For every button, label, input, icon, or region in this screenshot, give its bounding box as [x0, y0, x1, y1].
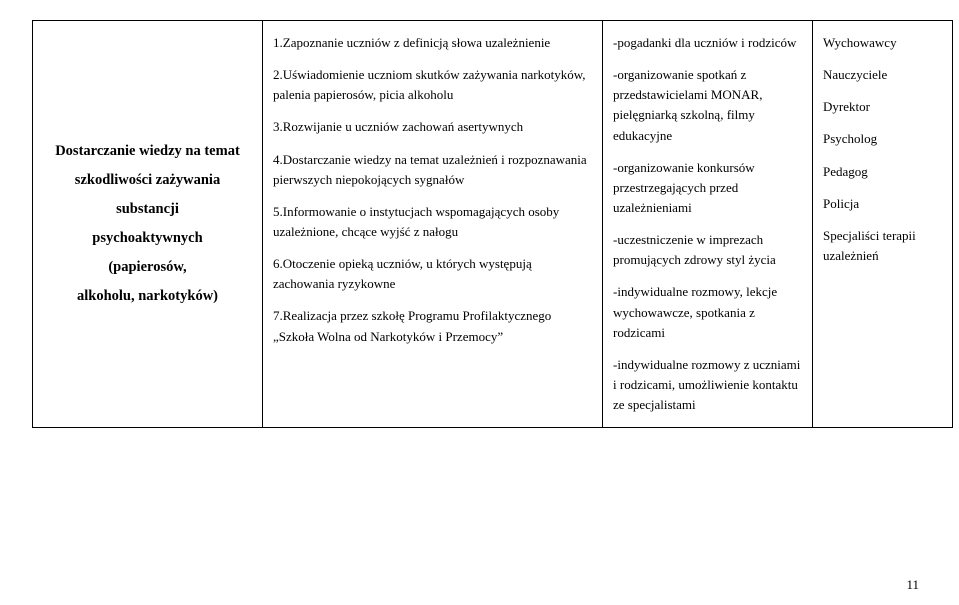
activity-item: 2.Uświadomienie uczniom skutków zażywani… — [273, 65, 592, 105]
page-number: 11 — [906, 577, 919, 593]
title-line: substancji — [43, 195, 252, 224]
activity-item: 6.Otoczenie opieką uczniów, u których wy… — [273, 254, 592, 294]
method-item: -pogadanki dla uczniów i rodziców — [613, 33, 802, 53]
responsible-item: Wychowawcy — [823, 33, 942, 53]
responsible-item: Policja — [823, 194, 942, 214]
responsible-cell: Wychowawcy Nauczyciele Dyrektor Psycholo… — [813, 21, 953, 428]
method-item: -indywidualne rozmowy z uczniami i rodzi… — [613, 355, 802, 415]
activities-cell: 1.Zapoznanie uczniów z definicją słowa u… — [263, 21, 603, 428]
title-line: psychoaktywnych — [43, 224, 252, 253]
table-row: Dostarczanie wiedzy na temat szkodliwośc… — [33, 21, 953, 428]
responsible-item: Specjaliści terapii uzależnień — [823, 226, 942, 266]
method-item: -organizowanie konkursów przestrzegający… — [613, 158, 802, 218]
title-line: Dostarczanie wiedzy na temat — [43, 137, 252, 166]
content-table: Dostarczanie wiedzy na temat szkodliwośc… — [32, 20, 953, 428]
activity-item: 5.Informowanie o instytucjach wspomagają… — [273, 202, 592, 242]
title-line: szkodliwości zażywania — [43, 166, 252, 195]
activity-item: 3.Rozwijanie u uczniów zachowań asertywn… — [273, 117, 592, 137]
title-line: (papierosów, — [43, 253, 252, 282]
row-title-cell: Dostarczanie wiedzy na temat szkodliwośc… — [33, 21, 263, 428]
method-item: -organizowanie spotkań z przedstawiciela… — [613, 65, 802, 146]
activity-item: 7.Realizacja przez szkołę Programu Profi… — [273, 306, 592, 346]
responsible-item: Psycholog — [823, 129, 942, 149]
title-line: alkoholu, narkotyków) — [43, 282, 252, 311]
responsible-item: Dyrektor — [823, 97, 942, 117]
method-item: -indywidualne rozmowy, lekcje wychowawcz… — [613, 282, 802, 342]
responsible-item: Nauczyciele — [823, 65, 942, 85]
activity-item: 4.Dostarczanie wiedzy na temat uzależnie… — [273, 150, 592, 190]
method-item: -uczestniczenie w imprezach promujących … — [613, 230, 802, 270]
activity-item: 1.Zapoznanie uczniów z definicją słowa u… — [273, 33, 592, 53]
responsible-item: Pedagog — [823, 162, 942, 182]
methods-cell: -pogadanki dla uczniów i rodziców -organ… — [603, 21, 813, 428]
